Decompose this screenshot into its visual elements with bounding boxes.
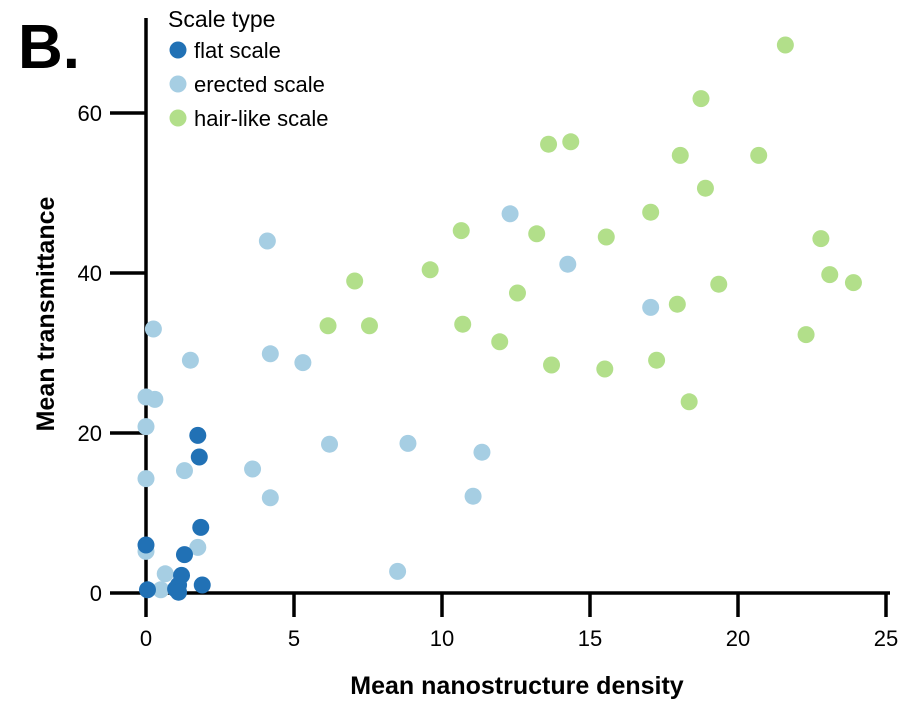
point-flat-scale xyxy=(193,576,211,594)
point-erected-scale xyxy=(294,354,312,372)
point-hair-like-scale xyxy=(540,135,558,153)
point-flat-scale xyxy=(175,546,193,564)
point-erected-scale xyxy=(156,565,174,583)
x-tick-label: 0 xyxy=(140,626,152,651)
x-ticks: 0 5 10 15 20 25 xyxy=(140,593,898,651)
point-hair-like-scale xyxy=(319,317,337,335)
point-erected-scale xyxy=(399,434,417,452)
legend-label-hair-like-scale: hair-like scale xyxy=(194,106,329,131)
y-tick-label: 60 xyxy=(78,101,102,126)
point-hair-like-scale xyxy=(596,360,614,378)
point-erected-scale xyxy=(261,489,279,507)
point-hair-like-scale xyxy=(797,326,815,344)
x-tick-label: 20 xyxy=(726,626,750,651)
point-hair-like-scale xyxy=(528,225,546,243)
point-hair-like-scale xyxy=(844,274,862,292)
point-erected-scale xyxy=(152,581,170,599)
legend-marker-hair-like-scale xyxy=(169,109,187,127)
panel-label: B. xyxy=(18,13,80,82)
point-flat-scale xyxy=(138,581,156,599)
point-erected-scale xyxy=(321,435,339,453)
x-axis-title: Mean nanostructure density xyxy=(350,672,683,700)
point-hair-like-scale xyxy=(692,90,710,108)
point-flat-scale xyxy=(137,536,155,554)
legend-label-erected-scale: erected scale xyxy=(194,72,325,97)
point-hair-like-scale xyxy=(452,222,470,240)
point-erected-scale xyxy=(473,443,491,461)
point-erected-scale xyxy=(137,418,155,436)
legend-marker-erected-scale xyxy=(169,75,187,93)
point-erected-scale xyxy=(261,345,279,363)
point-hair-like-scale xyxy=(668,295,686,313)
point-erected-scale xyxy=(642,298,660,316)
point-erected-scale xyxy=(146,390,164,408)
y-tick-label: 40 xyxy=(78,261,102,286)
point-hair-like-scale xyxy=(776,36,794,54)
point-erected-scale xyxy=(144,320,162,338)
point-erected-scale xyxy=(258,232,276,250)
point-erected-scale xyxy=(244,460,262,478)
point-hair-like-scale xyxy=(680,393,698,411)
x-tick-label: 10 xyxy=(430,626,454,651)
point-hair-like-scale xyxy=(454,315,472,333)
point-erected-scale xyxy=(189,538,207,556)
point-erected-scale xyxy=(501,205,519,223)
legend: Scale type flat scale erected scale hair-l… xyxy=(168,6,329,131)
point-hair-like-scale xyxy=(421,261,439,279)
point-flat-scale xyxy=(189,426,207,444)
point-hair-like-scale xyxy=(710,275,728,293)
point-hair-like-scale xyxy=(597,228,615,246)
y-ticks: 0 20 40 60 xyxy=(78,101,146,606)
point-flat-scale xyxy=(170,583,188,601)
x-tick-label: 25 xyxy=(874,626,898,651)
point-hair-like-scale xyxy=(491,333,509,351)
point-erected-scale xyxy=(181,351,199,369)
point-erected-scale xyxy=(137,470,155,488)
point-erected-scale xyxy=(559,255,577,273)
point-hair-like-scale xyxy=(821,266,839,284)
y-axis-title: Mean transmittance xyxy=(32,197,60,432)
point-flat-scale xyxy=(192,518,210,536)
legend-label-flat-scale: flat scale xyxy=(194,38,281,63)
legend-title: Scale type xyxy=(168,6,275,32)
x-tick-label: 5 xyxy=(288,626,300,651)
data-points xyxy=(137,36,862,601)
legend-marker-flat-scale xyxy=(169,41,187,59)
point-hair-like-scale xyxy=(696,179,714,197)
point-hair-like-scale xyxy=(812,230,830,248)
x-tick-label: 15 xyxy=(578,626,602,651)
point-flat-scale xyxy=(190,448,208,466)
point-hair-like-scale xyxy=(750,146,768,164)
point-hair-like-scale xyxy=(508,284,526,302)
point-erected-scale xyxy=(175,462,193,480)
axes: 0 5 10 15 20 25 0 20 40 60 xyxy=(78,18,898,651)
point-erected-scale xyxy=(464,487,482,505)
point-erected-scale xyxy=(389,562,407,580)
point-hair-like-scale xyxy=(642,203,660,221)
point-hair-like-scale xyxy=(562,133,580,151)
y-tick-label: 0 xyxy=(90,581,102,606)
point-hair-like-scale xyxy=(671,146,689,164)
legend-items: flat scale erected scale hair-like scale xyxy=(169,38,329,131)
point-hair-like-scale xyxy=(543,356,561,374)
point-hair-like-scale xyxy=(648,351,666,369)
y-tick-label: 20 xyxy=(78,421,102,446)
point-hair-like-scale xyxy=(360,317,378,335)
point-hair-like-scale xyxy=(346,272,364,290)
